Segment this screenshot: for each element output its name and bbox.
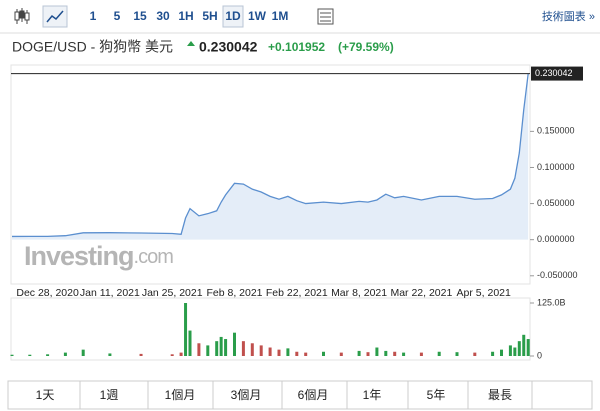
volume-bar [304,352,308,356]
volume-bar [197,343,201,356]
volume-bar [268,347,272,356]
volume-tick-label: 0 [537,350,542,360]
volume-bar [46,354,50,356]
volume-bar [277,349,281,356]
range-bar [7,380,593,410]
volume-panel [10,297,531,361]
area-icon-box[interactable] [42,5,68,28]
x-tick-label: Dec 28, 2020 [16,287,79,299]
x-tick-label: Feb 22, 2021 [266,287,328,299]
volume-bar [375,347,379,356]
volume-bar [473,352,477,356]
price-change: +0.101952 [268,40,325,54]
volume-bar [295,351,299,356]
volume-bar [233,332,236,356]
last-price-marker [531,66,583,81]
y-tick-label: -0.050000 [537,270,578,280]
interval-button[interactable]: 15 [133,9,147,23]
volume-bar [522,334,526,356]
volume-bar [259,345,263,356]
up-arrow [187,41,195,46]
range-button[interactable]: 最長 [488,388,512,402]
volume-bar [81,349,85,356]
volume-bar [108,353,112,356]
volume-bar [10,354,14,356]
volume-bar [184,303,188,356]
x-tick-label: Feb 8, 2021 [206,287,262,299]
volume-bar [179,352,183,356]
volume-bar [286,348,290,356]
price-panel [10,64,531,285]
volume-bar [402,352,406,356]
y-tick-label: 0.000000 [537,234,575,244]
interval-button[interactable]: 5H [202,9,217,23]
range-button[interactable]: 1個月 [165,388,196,402]
volume-bar [357,350,361,356]
interval-button[interactable]: 1 [90,9,97,23]
x-tick-label: Jan 25, 2021 [142,287,203,299]
range-button[interactable]: 1年 [363,388,382,402]
range-button[interactable]: 1週 [100,388,119,402]
volume-bar [224,339,228,356]
range-button[interactable]: 1天 [36,388,55,402]
candle-icon[interactable] [14,8,30,24]
volume-bar [28,354,32,356]
area-icon [46,10,64,23]
volume-bar [206,345,210,356]
volume-bar [393,351,397,356]
volume-bar [170,354,174,356]
price-change-percent: (+79.59%) [338,40,394,54]
volume-bar [508,345,512,356]
volume-bar [339,352,343,356]
last-price-label: 0.230042 [535,68,573,78]
watermark-text: Investing.com [24,241,173,271]
pair-title: DOGE/USD - 狗狗幣 美元 [12,39,173,55]
x-tick-label: Mar 8, 2021 [331,287,387,299]
volume-bar [139,353,143,356]
volume-bar [491,351,495,356]
volume-bar [215,341,219,356]
range-button[interactable]: 5年 [427,388,446,402]
interval-button[interactable]: 1D [225,9,241,23]
watermark-domain: .com [134,246,174,268]
range-button[interactable]: 3個月 [231,388,262,402]
interval-button[interactable]: 1W [248,9,267,23]
volume-bar [63,352,67,356]
volume-bar [322,351,325,356]
x-tick-label: Mar 22, 2021 [390,287,452,299]
volume-bar [384,350,388,356]
volume-bar [517,341,521,356]
x-tick-label: Jan 11, 2021 [80,287,140,299]
last-price: 0.230042 [199,39,258,55]
volume-bar [366,352,370,356]
price-area [12,73,529,240]
interval-button[interactable]: 30 [156,9,170,23]
volume-bar [526,339,530,356]
volume-bar [500,349,503,356]
y-tick-label: 0.100000 [537,162,575,172]
range-button[interactable]: 6個月 [298,388,329,402]
volume-tick-label: 125.0B [537,297,566,307]
technical-chart-link[interactable]: 技術圖表 » [542,9,595,23]
price-line [11,73,529,238]
selected-interval-box [222,5,244,28]
y-tick-label: 0.150000 [537,126,575,136]
interval-button[interactable]: 1M [272,9,289,23]
volume-bar [455,352,459,356]
volume-bar [188,330,192,356]
watermark: Investing.com [24,241,174,271]
volume-bar [250,343,254,356]
volume-bar [437,351,441,356]
interval-button[interactable]: 1H [178,9,193,23]
watermark-brand: Investing [24,241,134,271]
x-tick-label: Apr 5, 2021 [457,287,511,299]
volume-bar [419,352,423,356]
volume-bar [241,341,245,356]
y-tick-label: 0.050000 [537,198,575,208]
interval-button[interactable]: 5 [114,9,121,23]
grid-icon[interactable] [317,8,334,25]
volume-bar [513,347,517,356]
volume-bar [219,336,223,356]
